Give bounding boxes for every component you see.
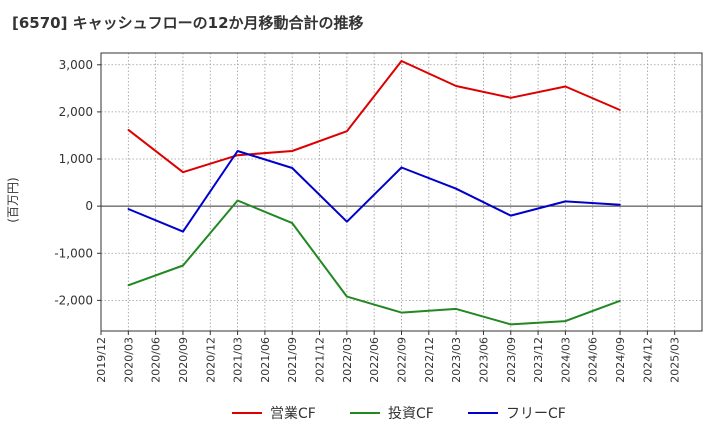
x-tick-label: 2023/03 — [450, 337, 463, 383]
data-point — [291, 167, 294, 169]
data-point — [619, 203, 621, 206]
data-point — [619, 300, 621, 302]
data-point — [564, 85, 567, 88]
data-point — [182, 264, 184, 267]
legend-label: フリーCF — [506, 406, 566, 422]
data-point — [182, 230, 184, 233]
x-tick-label: 2023/06 — [477, 337, 490, 383]
x-tick-label: 2020/12 — [204, 337, 217, 383]
x-tick-label: 2020/09 — [177, 337, 190, 383]
x-tick-label: 2023/09 — [505, 337, 518, 383]
chart-title: [6570] キャッシュフローの12か月移動合計の推移 — [12, 14, 364, 32]
data-point — [236, 150, 239, 152]
legend: 営業CF 投資CF フリーCF — [232, 406, 566, 422]
y-axis-label: (百万円) — [6, 177, 20, 222]
y-tick-label: 0 — [85, 199, 93, 213]
x-tick-label: 2021/09 — [286, 337, 299, 383]
y-tick-label: -1,000 — [54, 246, 93, 260]
x-tick-label: 2024/12 — [641, 337, 654, 383]
data-point — [509, 323, 512, 326]
plot-frame — [100, 52, 703, 332]
data-point — [291, 150, 294, 152]
data-point — [127, 129, 130, 131]
x-tick-label: 2024/06 — [587, 337, 600, 383]
x-tick-label: 2022/09 — [396, 337, 409, 383]
x-axis: 2019/12 2020/03 2020/06 2020/09 2020/12 2021/… — [95, 331, 682, 383]
data-point — [564, 200, 567, 203]
data-point — [619, 109, 621, 111]
series-line-フリーCF — [127, 150, 621, 233]
x-tick-label: 2021/06 — [259, 337, 272, 383]
data-point — [564, 320, 567, 322]
data-point — [400, 166, 403, 169]
data-point — [346, 130, 348, 133]
x-tick-label: 2020/03 — [122, 337, 135, 383]
data-point — [400, 311, 403, 314]
data-point — [509, 96, 512, 99]
y-tick-label: 3,000 — [59, 58, 93, 72]
series-line-営業CF — [127, 60, 621, 174]
data-point — [127, 208, 130, 210]
x-tick-label: 2024/09 — [614, 337, 627, 383]
data-point — [236, 199, 239, 202]
y-tick-label: 1,000 — [59, 152, 93, 166]
legend-label: 営業CF — [270, 406, 316, 422]
y-tick-label: 2,000 — [59, 105, 93, 119]
series-layer — [127, 60, 621, 326]
data-point — [509, 214, 512, 217]
data-point — [455, 187, 457, 190]
x-tick-label: 2024/03 — [559, 337, 572, 383]
data-point — [400, 60, 403, 62]
y-axis: 3,000 2,000 1,000 0 -1,000 -2,000 — [54, 58, 101, 307]
x-tick-label: 2021/03 — [232, 337, 245, 383]
data-point — [236, 154, 239, 157]
x-tick-label: 2019/12 — [95, 337, 108, 383]
x-tick-label: 2025/03 — [669, 337, 682, 383]
x-tick-label: 2021/12 — [314, 337, 327, 383]
legend-label: 投資CF — [388, 406, 434, 422]
x-tick-label: 2022/12 — [423, 337, 436, 383]
x-tick-label: 2023/12 — [532, 337, 545, 383]
data-point — [291, 222, 294, 224]
data-point — [127, 284, 130, 287]
x-tick-label: 2020/06 — [150, 337, 163, 383]
series-line-投資CF — [127, 199, 621, 326]
data-point — [346, 220, 348, 223]
x-tick-label: 2022/06 — [368, 337, 381, 383]
x-tick-label: 2022/03 — [341, 337, 354, 383]
data-point — [182, 171, 184, 174]
data-point — [455, 308, 457, 310]
grid-layer — [101, 53, 702, 331]
y-tick-label: -2,000 — [54, 293, 93, 307]
data-point — [455, 85, 457, 87]
data-point — [346, 295, 348, 298]
